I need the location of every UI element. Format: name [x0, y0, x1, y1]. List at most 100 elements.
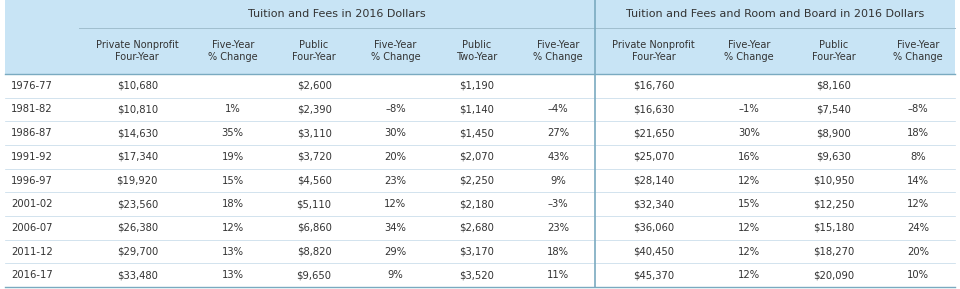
Text: 12%: 12% — [738, 223, 760, 233]
Text: Tuition and Fees in 2016 Dollars: Tuition and Fees in 2016 Dollars — [248, 9, 425, 19]
Bar — [5, 74, 955, 287]
Text: $3,110: $3,110 — [297, 128, 331, 138]
Text: Five-Year
% Change: Five-Year % Change — [208, 40, 257, 62]
Text: 19%: 19% — [222, 152, 244, 162]
Text: $1,190: $1,190 — [459, 81, 494, 91]
Text: 18%: 18% — [547, 247, 569, 257]
Text: –1%: –1% — [738, 105, 759, 114]
Text: Five-Year
% Change: Five-Year % Change — [724, 40, 774, 62]
Text: 1986-87: 1986-87 — [11, 128, 53, 138]
Text: $12,250: $12,250 — [813, 199, 854, 209]
Text: 2001-02: 2001-02 — [11, 199, 53, 209]
Text: Public
Four-Year: Public Four-Year — [811, 40, 855, 62]
Text: Five-Year
% Change: Five-Year % Change — [894, 40, 943, 62]
Text: $7,540: $7,540 — [816, 105, 851, 114]
Text: $15,180: $15,180 — [813, 223, 854, 233]
Text: 2016-17: 2016-17 — [11, 270, 53, 280]
Text: Public
Two-Year: Public Two-Year — [456, 40, 497, 62]
Text: –8%: –8% — [385, 105, 406, 114]
Text: $10,680: $10,680 — [117, 81, 157, 91]
Text: –8%: –8% — [908, 105, 928, 114]
Text: Private Nonprofit
Four-Year: Private Nonprofit Four-Year — [96, 40, 179, 62]
Text: 9%: 9% — [388, 270, 403, 280]
Text: $8,900: $8,900 — [816, 128, 851, 138]
Text: 1991-92: 1991-92 — [11, 152, 53, 162]
Text: $9,630: $9,630 — [816, 152, 851, 162]
Text: $2,070: $2,070 — [459, 152, 494, 162]
Text: 14%: 14% — [907, 175, 929, 186]
Text: 12%: 12% — [738, 247, 760, 257]
Text: 13%: 13% — [222, 270, 244, 280]
Text: 18%: 18% — [907, 128, 929, 138]
Text: 30%: 30% — [738, 128, 760, 138]
Text: $3,520: $3,520 — [459, 270, 494, 280]
Text: $19,920: $19,920 — [116, 175, 158, 186]
Text: 30%: 30% — [384, 128, 406, 138]
Text: 1981-82: 1981-82 — [11, 105, 53, 114]
Text: 29%: 29% — [384, 247, 406, 257]
Text: $45,370: $45,370 — [633, 270, 674, 280]
Text: Public
Four-Year: Public Four-Year — [292, 40, 336, 62]
Text: $1,140: $1,140 — [459, 105, 494, 114]
Text: $20,090: $20,090 — [813, 270, 854, 280]
Bar — [5, 0, 955, 28]
Text: 1996-97: 1996-97 — [11, 175, 53, 186]
Text: 43%: 43% — [547, 152, 569, 162]
Text: Private Nonprofit
Four-Year: Private Nonprofit Four-Year — [612, 40, 695, 62]
Text: 23%: 23% — [384, 175, 406, 186]
Text: 35%: 35% — [222, 128, 244, 138]
Bar — [5, 28, 955, 74]
Text: 24%: 24% — [907, 223, 929, 233]
Text: 27%: 27% — [547, 128, 569, 138]
Text: $26,380: $26,380 — [117, 223, 157, 233]
Text: 16%: 16% — [738, 152, 760, 162]
Text: 2006-07: 2006-07 — [11, 223, 53, 233]
Text: $28,140: $28,140 — [633, 175, 674, 186]
Text: Tuition and Fees and Room and Board in 2016 Dollars: Tuition and Fees and Room and Board in 2… — [626, 9, 924, 19]
Text: 12%: 12% — [738, 270, 760, 280]
Text: $25,070: $25,070 — [633, 152, 674, 162]
Text: $10,950: $10,950 — [813, 175, 854, 186]
Text: $17,340: $17,340 — [117, 152, 157, 162]
Text: $1,450: $1,450 — [459, 128, 494, 138]
Text: $32,340: $32,340 — [633, 199, 674, 209]
Text: $40,450: $40,450 — [633, 247, 674, 257]
Text: 13%: 13% — [222, 247, 244, 257]
Text: $6,860: $6,860 — [297, 223, 331, 233]
Text: $16,630: $16,630 — [633, 105, 674, 114]
Text: $2,680: $2,680 — [459, 223, 494, 233]
Text: $21,650: $21,650 — [633, 128, 674, 138]
Text: $10,810: $10,810 — [117, 105, 157, 114]
Text: $2,250: $2,250 — [459, 175, 494, 186]
Text: $36,060: $36,060 — [633, 223, 674, 233]
Text: 18%: 18% — [222, 199, 244, 209]
Text: $29,700: $29,700 — [117, 247, 158, 257]
Text: –3%: –3% — [548, 199, 568, 209]
Text: 12%: 12% — [384, 199, 406, 209]
Text: 11%: 11% — [547, 270, 569, 280]
Text: $18,270: $18,270 — [813, 247, 854, 257]
Text: $2,390: $2,390 — [297, 105, 331, 114]
Text: 2011-12: 2011-12 — [11, 247, 53, 257]
Text: $23,560: $23,560 — [117, 199, 158, 209]
Text: 34%: 34% — [384, 223, 406, 233]
Text: 20%: 20% — [384, 152, 406, 162]
Text: $2,600: $2,600 — [297, 81, 331, 91]
Text: $8,820: $8,820 — [297, 247, 331, 257]
Text: $14,630: $14,630 — [117, 128, 157, 138]
Text: 23%: 23% — [547, 223, 569, 233]
Text: 15%: 15% — [738, 199, 760, 209]
Text: 20%: 20% — [907, 247, 929, 257]
Text: 10%: 10% — [907, 270, 929, 280]
Text: $5,110: $5,110 — [297, 199, 331, 209]
Text: $33,480: $33,480 — [117, 270, 157, 280]
Text: $16,760: $16,760 — [633, 81, 674, 91]
Text: $3,170: $3,170 — [459, 247, 494, 257]
Text: 12%: 12% — [907, 199, 929, 209]
Text: Five-Year
% Change: Five-Year % Change — [371, 40, 420, 62]
Text: Five-Year
% Change: Five-Year % Change — [533, 40, 583, 62]
Text: 12%: 12% — [222, 223, 244, 233]
Text: 1976-77: 1976-77 — [11, 81, 53, 91]
Text: $2,180: $2,180 — [459, 199, 494, 209]
Text: $4,560: $4,560 — [297, 175, 331, 186]
